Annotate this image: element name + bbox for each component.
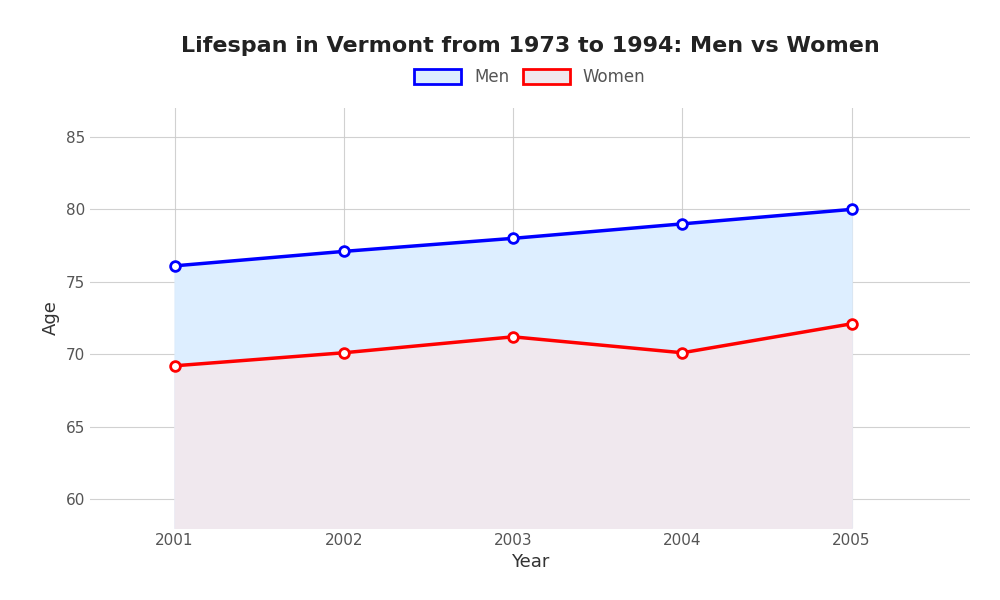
Legend: Men, Women: Men, Women [408, 62, 652, 93]
X-axis label: Year: Year [511, 553, 549, 571]
Title: Lifespan in Vermont from 1973 to 1994: Men vs Women: Lifespan in Vermont from 1973 to 1994: M… [181, 37, 879, 56]
Y-axis label: Age: Age [42, 301, 60, 335]
